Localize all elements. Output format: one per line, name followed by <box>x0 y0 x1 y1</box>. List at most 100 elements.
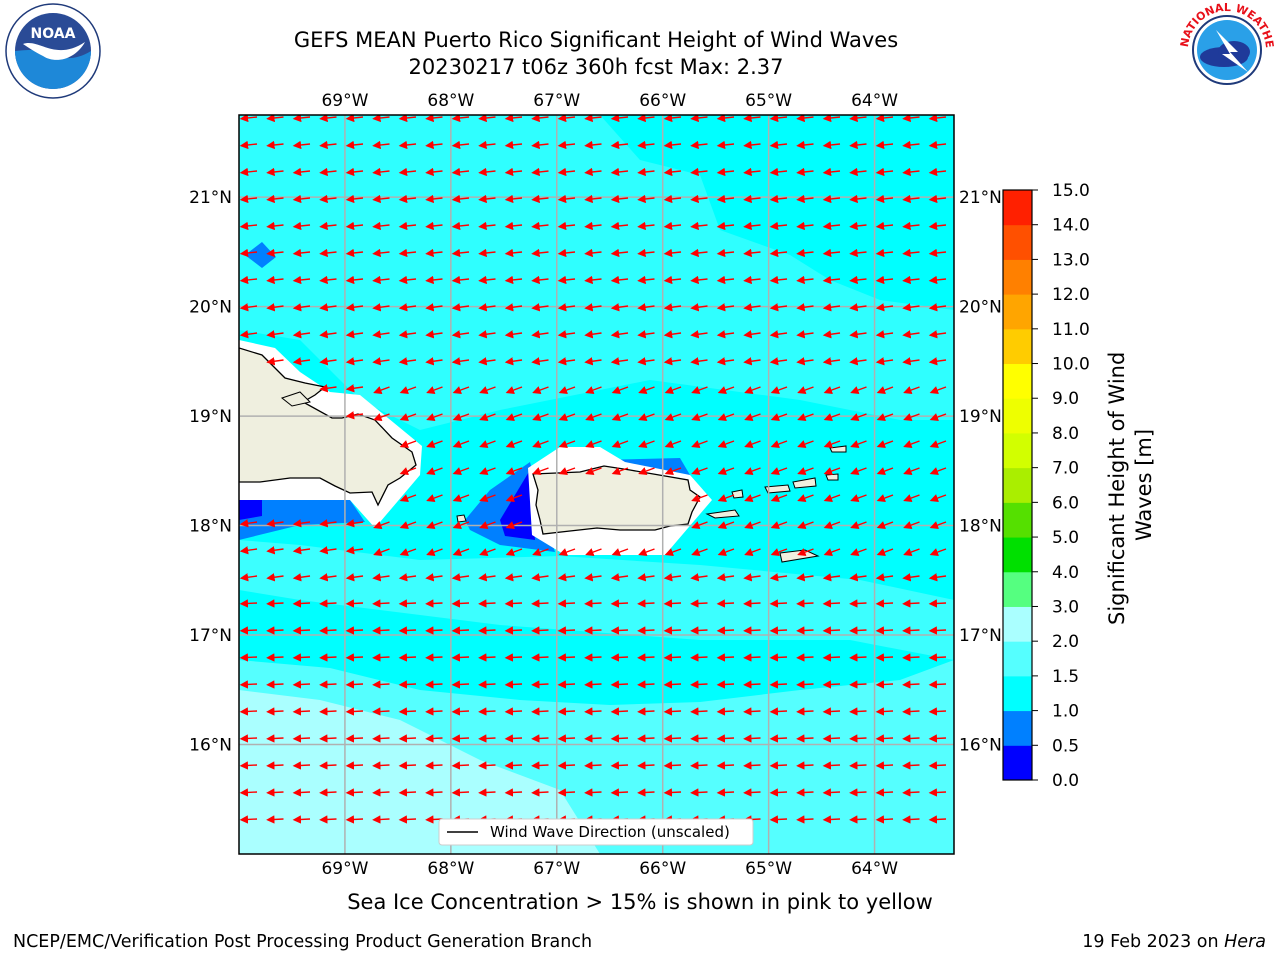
wind-wave-arrow <box>584 330 602 339</box>
wind-wave-arrow <box>903 521 920 530</box>
colorbar-tick-label: 0.5 <box>1052 736 1079 756</box>
wind-wave-arrow <box>743 221 761 231</box>
wind-wave-arrow <box>399 494 417 503</box>
wind-wave-arrow <box>637 330 655 339</box>
wind-wave-arrow <box>690 194 708 204</box>
wind-wave-arrow <box>504 275 523 285</box>
wind-wave-arrow <box>822 275 841 285</box>
wind-wave-arrow <box>610 194 629 204</box>
colorbar-segment <box>1003 363 1032 399</box>
wind-wave-arrow <box>902 734 920 743</box>
wind-wave-arrow <box>716 167 735 177</box>
wind-wave-arrow <box>399 548 417 557</box>
wind-wave-arrow <box>929 413 947 422</box>
wind-wave-arrow <box>372 275 390 285</box>
wind-wave-arrow <box>902 140 920 150</box>
wind-wave-arrow <box>451 275 470 285</box>
wind-wave-arrow <box>928 734 947 743</box>
wind-wave-arrow <box>478 140 496 150</box>
wind-wave-arrow <box>292 221 311 231</box>
wind-wave-arrow <box>584 653 602 662</box>
wind-wave-arrow <box>850 521 867 530</box>
wind-wave-arrow <box>584 707 602 716</box>
lat-tick-label-left: 18°N <box>189 517 232 537</box>
wind-wave-arrow <box>531 194 549 204</box>
wind-wave-arrow <box>610 680 629 689</box>
wind-wave-arrow <box>691 521 708 530</box>
wind-wave-arrow <box>850 386 867 395</box>
wind-wave-arrow <box>796 788 814 797</box>
wind-wave-arrow <box>663 761 682 770</box>
wind-wave-arrow <box>531 734 549 743</box>
wind-wave-arrow <box>531 761 549 770</box>
wind-wave-arrow <box>319 330 337 339</box>
wind-wave-arrow <box>292 519 311 528</box>
wind-wave-arrow <box>345 815 364 824</box>
wind-wave-arrow <box>531 140 549 150</box>
wind-wave-arrow <box>743 573 761 582</box>
wind-wave-arrow <box>928 303 947 312</box>
wind-wave-arrow <box>796 194 814 204</box>
wind-wave-arrow <box>558 413 576 422</box>
lon-tick-label-bottom: 67°W <box>533 859 580 879</box>
wind-wave-arrow <box>451 330 470 339</box>
wind-wave-arrow <box>716 248 735 258</box>
wind-wave-arrow <box>903 386 920 395</box>
wind-wave-arrow <box>452 494 470 503</box>
wind-wave-arrow <box>769 626 788 635</box>
wind-wave-arrow <box>743 788 761 797</box>
wind-wave-arrow <box>239 815 258 824</box>
colorbar-tick-label: 9.0 <box>1052 389 1079 409</box>
wind-wave-arrow <box>822 303 841 312</box>
wind-wave-arrow <box>505 386 523 395</box>
wind-wave-arrow <box>452 413 470 422</box>
wind-wave-arrow <box>292 194 311 204</box>
wind-wave-arrow <box>557 248 576 258</box>
wind-wave-arrow <box>850 494 867 503</box>
wind-wave-arrow <box>478 707 496 716</box>
lat-tick-label-left: 16°N <box>189 736 232 756</box>
wind-wave-arrow <box>425 303 443 312</box>
wind-wave-arrow <box>557 275 576 285</box>
wind-wave-arrow <box>239 519 258 528</box>
wind-wave-arrow <box>796 303 814 312</box>
colorbar-tick-label: 7.0 <box>1052 459 1079 479</box>
wind-wave-arrow <box>292 734 311 743</box>
wind-wave-arrow <box>532 548 549 557</box>
wind-wave-arrow <box>399 440 417 449</box>
wind-wave-arrow <box>531 248 549 258</box>
wind-wave-arrow <box>239 115 258 123</box>
wind-wave-arrow <box>902 573 920 582</box>
wind-wave-arrow <box>239 194 258 204</box>
wind-wave-arrow <box>796 167 814 177</box>
wind-wave-arrow <box>610 707 629 716</box>
wind-wave-arrow <box>345 140 364 150</box>
wind-wave-arrow <box>716 357 735 366</box>
wind-wave-arrow <box>504 167 523 177</box>
wind-wave-arrow <box>239 573 258 582</box>
wind-wave-arrow <box>638 413 655 422</box>
wind-wave-arrow <box>292 275 311 285</box>
wind-wave-arrow <box>584 275 602 285</box>
wind-wave-arrow <box>876 494 894 503</box>
wind-wave-arrow <box>451 573 470 582</box>
wind-wave-arrow <box>928 599 947 608</box>
wind-wave-arrow <box>822 734 841 743</box>
wind-wave-arrow <box>610 599 629 608</box>
wind-wave-arrow <box>504 140 523 150</box>
wind-wave-arrow <box>452 521 470 530</box>
wind-wave-arrow <box>319 653 337 662</box>
wind-wave-arrow <box>823 548 841 557</box>
wind-wave-arrow <box>717 440 735 449</box>
wind-wave-arrow <box>478 653 496 662</box>
wind-wave-arrow <box>452 386 470 395</box>
wind-wave-arrow <box>928 330 947 339</box>
wind-wave-arrow <box>902 275 920 285</box>
wind-wave-arrow <box>504 599 523 608</box>
wind-wave-arrow <box>372 303 390 312</box>
wind-wave-arrow <box>372 573 390 582</box>
wind-wave-arrow <box>849 653 867 662</box>
wind-wave-arrow <box>690 357 708 366</box>
wind-wave-arrow <box>478 167 496 177</box>
wind-wave-arrow <box>875 815 894 824</box>
